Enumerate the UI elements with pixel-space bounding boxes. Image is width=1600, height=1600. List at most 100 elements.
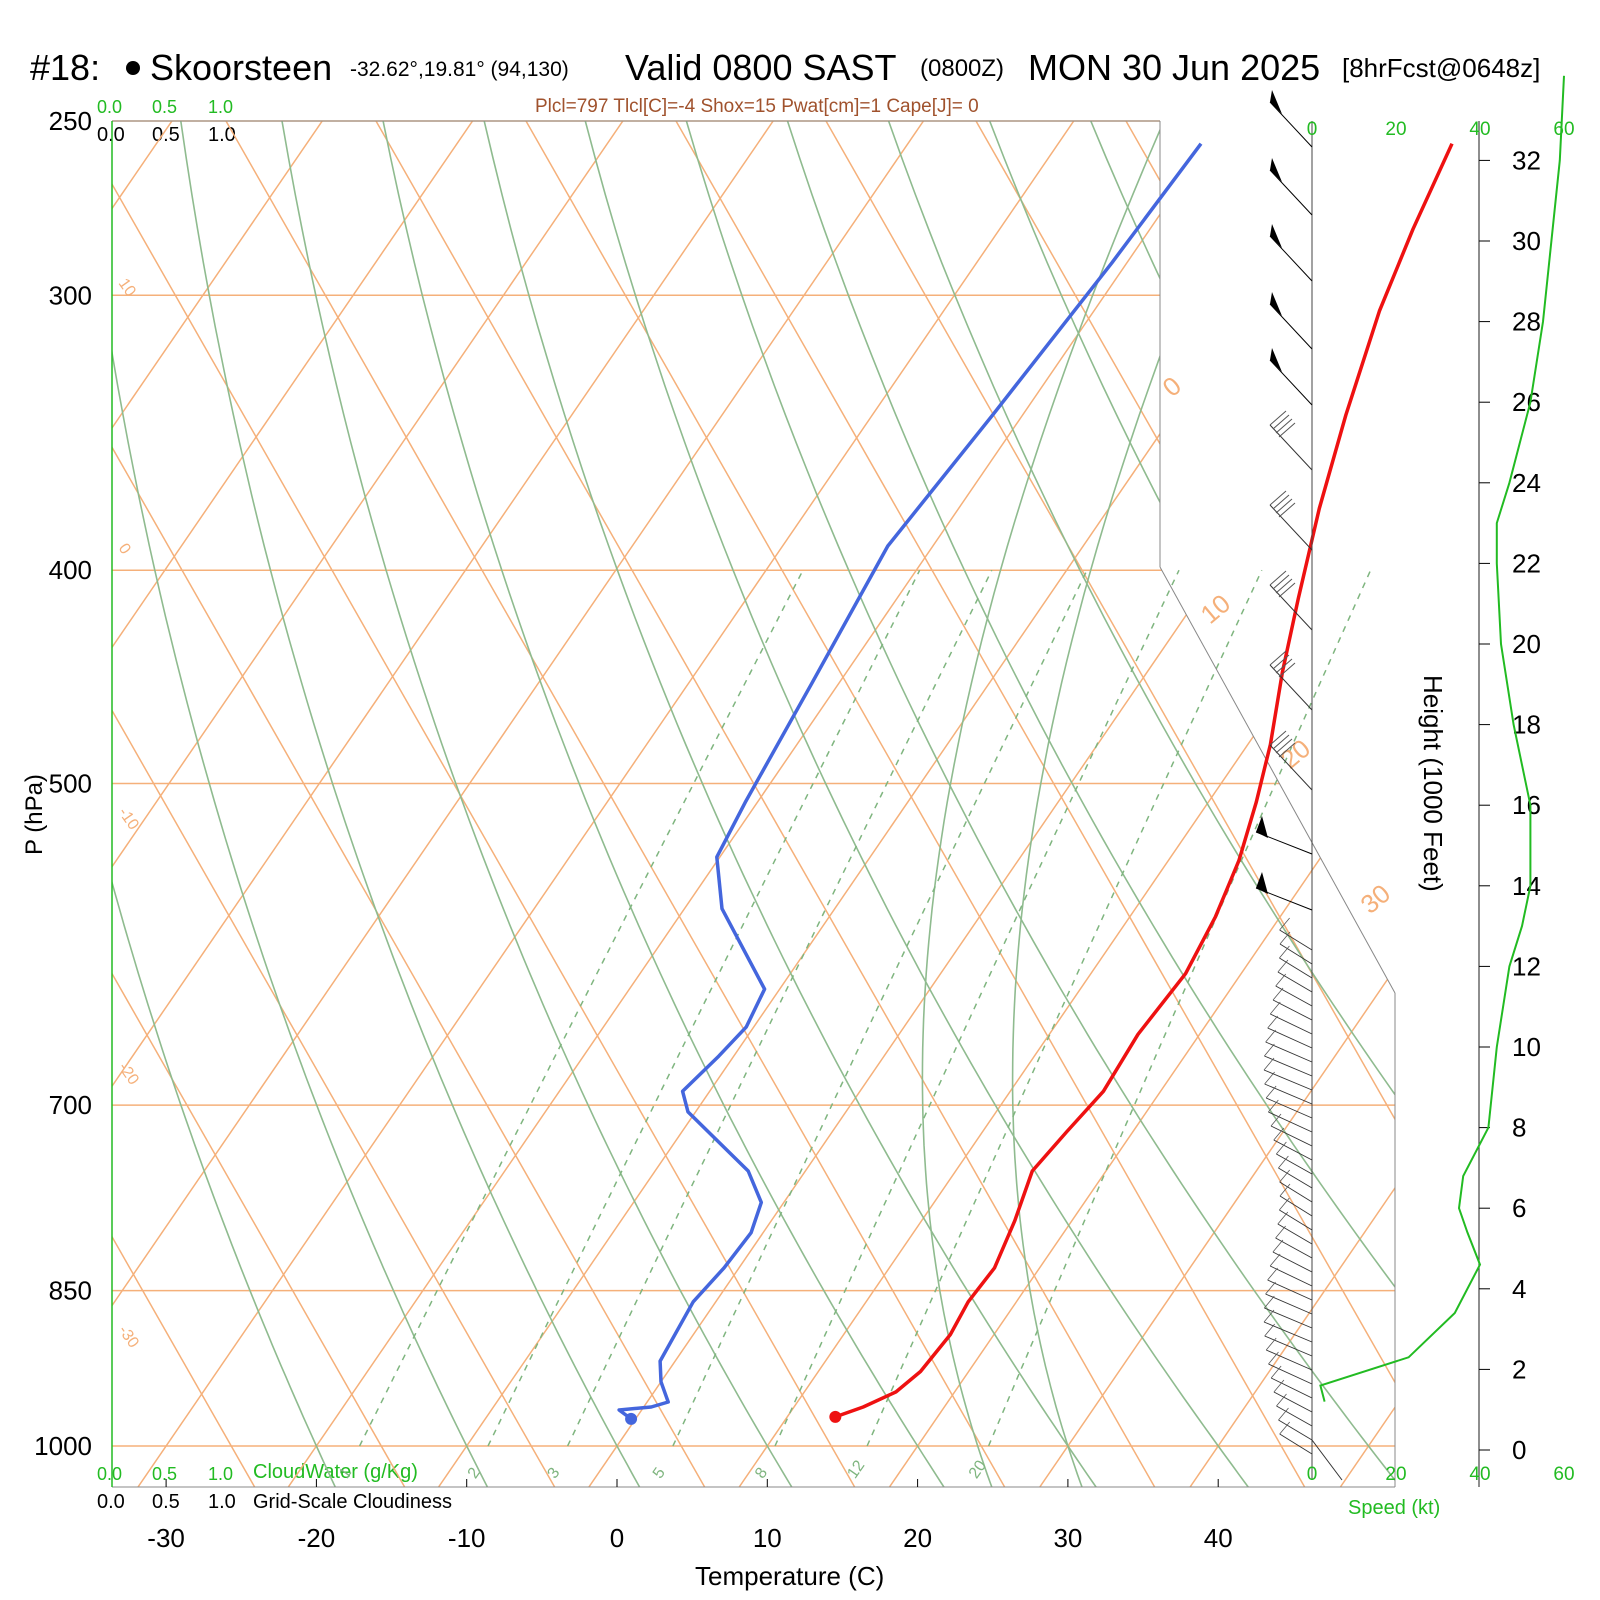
isentrope-line xyxy=(112,121,706,1487)
dry-adiabat xyxy=(274,121,802,1487)
speed-tick-label: 60 xyxy=(1553,119,1574,140)
valid-time: Valid 0800 SAST xyxy=(625,47,897,88)
isotherm-line xyxy=(0,0,17,1537)
wind-barb-feather xyxy=(1278,502,1296,518)
pressure-tick-label: 250 xyxy=(49,106,92,136)
wind-barb xyxy=(1268,1111,1313,1133)
mixing-ratio-line xyxy=(866,569,1263,1447)
wind-barb xyxy=(1266,1349,1313,1371)
wind-barb-feather xyxy=(1273,1379,1285,1393)
wind-barb-feather xyxy=(1272,494,1290,510)
wind-barb-feather xyxy=(1276,1393,1287,1407)
temperature-tick-label: 40 xyxy=(1204,1523,1233,1553)
wind-barb-feather xyxy=(1264,1295,1275,1309)
pressure-tick-label: 400 xyxy=(49,555,92,585)
wind-barb xyxy=(1264,1335,1313,1357)
height-tick-label: 8 xyxy=(1512,1113,1526,1143)
isotherm-line xyxy=(253,121,1371,1487)
wind-barb xyxy=(1277,971,1313,993)
height-tick-label: 20 xyxy=(1512,629,1541,659)
mixing-ratio-line xyxy=(566,569,993,1447)
wind-barb-feather xyxy=(1269,490,1287,506)
dewpoint-trace xyxy=(617,142,1203,1421)
wind-barb xyxy=(1269,235,1313,282)
wind-barb-feather xyxy=(1265,1337,1277,1351)
isotherm-label: 30 xyxy=(1355,878,1396,920)
wind-barb xyxy=(1278,1167,1313,1189)
pressure-tick-label: 850 xyxy=(49,1276,92,1306)
wind-barb-feather xyxy=(1278,1407,1289,1421)
dry-adiabat xyxy=(774,121,1395,1487)
cloudiness-tick: 0.0 xyxy=(97,124,125,146)
wind-barb-feather xyxy=(1265,1085,1277,1099)
height-tick-label: 10 xyxy=(1512,1032,1541,1062)
wind-barb-feather xyxy=(1265,1029,1276,1043)
isotherm-line xyxy=(112,121,770,1487)
height-tick-label: 26 xyxy=(1512,387,1541,417)
cloudiness-tick: 0.0 xyxy=(97,1491,125,1513)
wind-barb xyxy=(1273,1391,1313,1413)
mixing-ratio-labels: 1 2 3 5 8 12 20 xyxy=(336,1457,990,1481)
wind-barb xyxy=(1270,1377,1313,1399)
isotherm-line xyxy=(704,121,1395,1487)
wind-barb xyxy=(1269,359,1313,406)
wind-barb-feather xyxy=(1277,959,1289,973)
wind-barb-feather xyxy=(1279,945,1290,959)
wind-barb xyxy=(1279,957,1313,979)
pressure-tick-label: 300 xyxy=(49,280,92,310)
wind-barb-feather xyxy=(1275,418,1293,434)
isotherm-line xyxy=(112,121,1071,1487)
temperature-trace-surface-point xyxy=(829,1410,842,1423)
height-tick-label: 22 xyxy=(1512,548,1541,578)
wind-speed-panel: 0020204040606002468101214161820222426283… xyxy=(1307,75,1575,1485)
wind-barb xyxy=(1276,1405,1313,1427)
wind-barb xyxy=(1269,504,1313,551)
wind-barb xyxy=(1264,1307,1313,1329)
isotherm-line xyxy=(112,121,620,1487)
wind-barb-feather xyxy=(1272,414,1290,430)
mixing-ratio-lines xyxy=(358,569,1372,1447)
mixing-ratio-label: 8 xyxy=(752,1465,771,1482)
isentrope-line xyxy=(0,0,105,1487)
isentrope-line xyxy=(112,121,856,1487)
wind-barb xyxy=(1263,1069,1313,1091)
isentrope-line xyxy=(112,121,556,1487)
wind-barb-feather xyxy=(1278,742,1296,758)
wind-barb xyxy=(1270,1125,1313,1147)
station-location: -32.62°,19.81° (94,130) xyxy=(350,58,569,81)
wind-barb xyxy=(1277,1223,1313,1245)
height-tick-label: 14 xyxy=(1512,871,1541,901)
isotherm-line xyxy=(112,121,920,1487)
height-tick-label: 2 xyxy=(1512,1354,1526,1384)
mixing-ratio-line xyxy=(358,569,804,1447)
wind-barb xyxy=(1279,1433,1313,1455)
wind-barb xyxy=(1311,1439,1343,1481)
height-axis-label: Height (1000 Feet) xyxy=(1418,675,1448,892)
wind-barb-feather xyxy=(1270,1365,1282,1379)
wind-barb-feather xyxy=(1267,1267,1278,1281)
wind-barb-feather xyxy=(1272,987,1284,1001)
wind-barb-feather xyxy=(1276,1141,1287,1155)
wind-barb xyxy=(1279,1181,1313,1203)
speed-tick-label: 20 xyxy=(1385,119,1406,140)
dry-adiabat xyxy=(874,121,1395,1487)
wind-barb-feather xyxy=(1263,1057,1275,1071)
wind-barb-flag xyxy=(1270,90,1282,114)
wind-barb-feather xyxy=(1265,1281,1276,1295)
wind-barb-feather xyxy=(1268,1351,1279,1365)
wind-barb-feather xyxy=(1275,578,1293,594)
height-tick-label: 24 xyxy=(1512,468,1541,498)
wind-barb-feather xyxy=(1272,734,1290,750)
wind-speed-trace xyxy=(1319,75,1565,1402)
dry-adiabat xyxy=(174,121,649,1487)
mixing-ratio-line xyxy=(987,569,1372,1447)
wind-barb xyxy=(1279,943,1313,965)
station-id: #18: xyxy=(30,47,100,88)
wind-barb xyxy=(1276,1153,1313,1175)
wind-barb-feather xyxy=(1278,422,1296,438)
wind-barb-feather xyxy=(1279,1197,1290,1211)
isotherm-line xyxy=(112,121,319,1487)
y-axis-label: P (hPa) xyxy=(21,774,48,855)
isentrope-line xyxy=(112,121,256,1487)
